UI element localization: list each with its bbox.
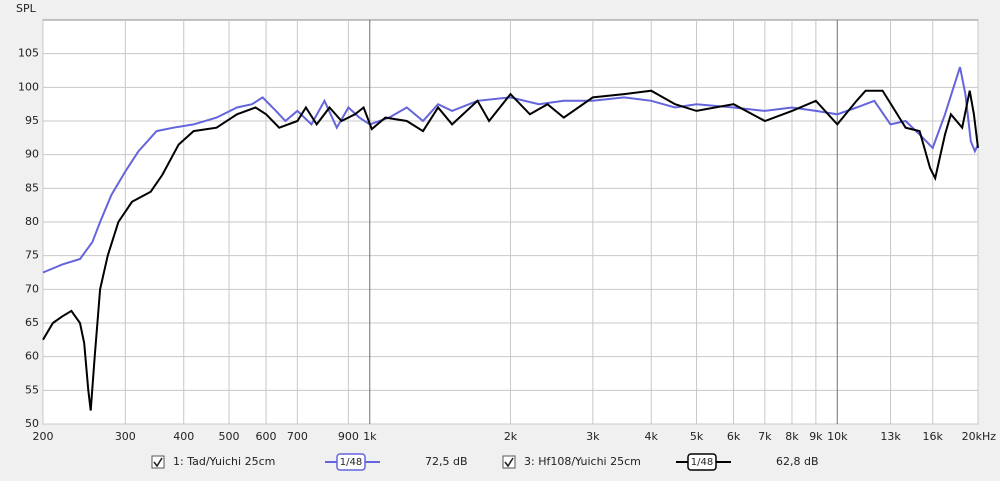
x-tick-label: 13k (880, 430, 901, 443)
series-line (42, 66, 979, 274)
y-tick-label: 75 (25, 249, 39, 262)
y-tick-label: 80 (25, 215, 39, 228)
y-tick-label: 100 (18, 80, 39, 93)
legend-entry[interactable]: 3: Hf108/Yuichi 25cm 1/48 62,8 dB (502, 453, 819, 471)
legend-checkbox[interactable] (502, 455, 516, 469)
x-tick-label: 600 (256, 430, 277, 443)
legend-checkbox[interactable] (151, 455, 165, 469)
x-tick-label: 500 (219, 430, 240, 443)
x-tick-label: 6k (727, 430, 741, 443)
y-axis-label: SPL (16, 2, 37, 15)
x-tick-label: 700 (287, 430, 308, 443)
y-tick-label: 60 (25, 350, 39, 363)
level-label: 72,5 dB (425, 455, 468, 468)
legend-entry[interactable]: 1: Tad/Yuichi 25cm 1/48 72,5 dB (151, 453, 468, 471)
level-label: 62,8 dB (776, 455, 819, 468)
y-tick-label: 85 (25, 181, 39, 194)
x-tick-label: 300 (115, 430, 136, 443)
x-tick-label: 2k (504, 430, 518, 443)
x-tick-label: 1k (363, 430, 377, 443)
x-tick-label: 200 (33, 430, 54, 443)
y-tick-label: 55 (25, 383, 39, 396)
x-tick-label: 5k (690, 430, 704, 443)
y-tick-label: 50 (25, 417, 39, 430)
smoothing-label: 1/48 (691, 457, 713, 468)
x-tick-label: 9k (809, 430, 823, 443)
y-tick-label: 95 (25, 114, 39, 127)
legend-label: 1: Tad/Yuichi 25cm (173, 455, 275, 468)
checkmark (153, 457, 163, 468)
series-line (42, 89, 979, 411)
x-tick-label: 7k (758, 430, 772, 443)
y-tick-label: 70 (25, 282, 39, 295)
x-tick-label: 16k (923, 430, 944, 443)
smoothing-label: 1/48 (340, 457, 362, 468)
y-tick-label: 90 (25, 148, 39, 161)
checkmark (504, 457, 514, 468)
x-tick-label: 8k (785, 430, 799, 443)
smoothing-box (687, 453, 717, 471)
x-tick-label: 3k (586, 430, 600, 443)
y-tick-label: 105 (18, 47, 39, 60)
x-tick-label: 900 (338, 430, 359, 443)
x-tick-label: 400 (173, 430, 194, 443)
y-tick-label: 65 (25, 316, 39, 329)
x-tick-label: 4k (645, 430, 659, 443)
smoothing-box (336, 453, 366, 471)
x-tick-label: 10k (827, 430, 848, 443)
x-tick-label: 20kHz (962, 430, 997, 443)
legend-label: 3: Hf108/Yuichi 25cm (524, 455, 641, 468)
